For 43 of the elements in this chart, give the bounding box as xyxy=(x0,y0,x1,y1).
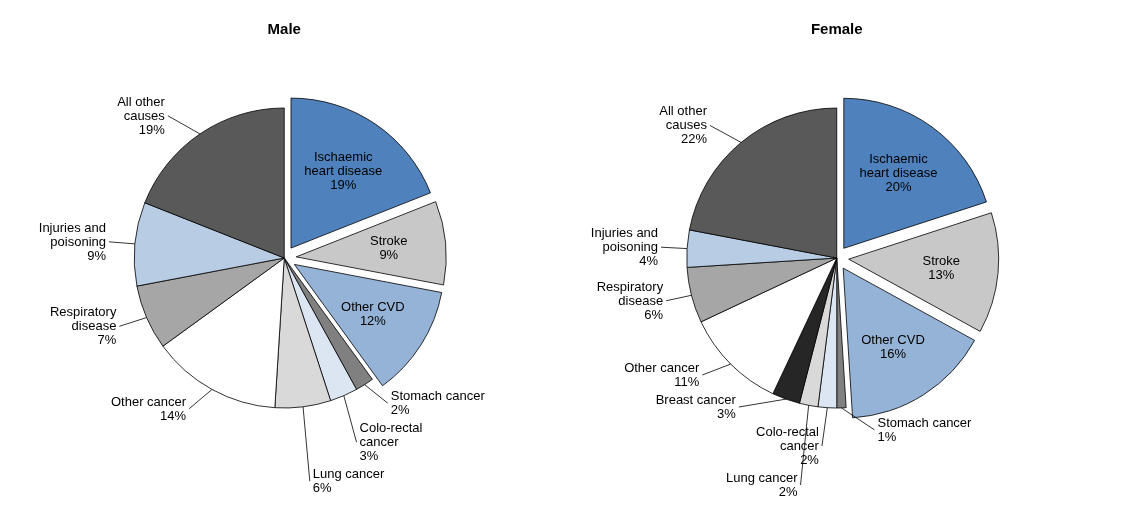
slice-label: Stroke xyxy=(922,252,961,268)
slice-label: Stomach cancer xyxy=(390,388,486,404)
slice-label: All other causes xyxy=(659,103,708,133)
slice-label: Breast cancer xyxy=(655,392,737,407)
data-label: 14% xyxy=(160,407,187,423)
slice-label: Lung cancer xyxy=(312,466,386,482)
data-label: 22% xyxy=(681,131,708,147)
slice-label: Respiratory disease xyxy=(49,304,117,334)
slice-label: Ischaemic heart disease xyxy=(859,151,938,181)
data-label: 12% xyxy=(359,313,387,329)
data-label: 6% xyxy=(312,480,333,496)
slice-label: Injuries and poisoning xyxy=(38,219,107,249)
slice-label: Ischaemic heart disease xyxy=(304,149,383,179)
chart-title: Female xyxy=(810,20,863,37)
slice-label: Colo-rectal cancer xyxy=(359,420,423,450)
data-label: 7% xyxy=(97,332,117,348)
data-label: 19% xyxy=(138,121,166,137)
slice-label: Injuries and poisoning xyxy=(590,225,659,255)
data-label: 4% xyxy=(639,253,659,269)
data-label: 6% xyxy=(644,306,664,322)
data-label: 2% xyxy=(778,484,798,499)
data-label: 19% xyxy=(330,177,357,193)
slice-label: Lung cancer xyxy=(725,470,799,485)
data-label: 2% xyxy=(390,402,411,418)
chart-title: Male xyxy=(267,20,301,37)
slice-label: Stomach cancer xyxy=(877,414,973,430)
data-label: 2% xyxy=(800,452,820,467)
slice-label: Other CVD xyxy=(341,299,405,315)
data-label: 16% xyxy=(880,345,907,361)
data-label: 20% xyxy=(885,179,912,195)
data-label: 9% xyxy=(379,247,399,263)
slice-label: All other causes xyxy=(117,93,166,123)
slice-label: Other cancer xyxy=(110,393,187,409)
slice-label: Other cancer xyxy=(624,360,700,375)
data-label: 1% xyxy=(877,428,897,444)
slice-label: Other CVD xyxy=(861,331,925,347)
data-label: 13% xyxy=(928,266,955,282)
data-label: 3% xyxy=(717,406,737,421)
data-label: 3% xyxy=(359,448,379,464)
slice-label: Stroke xyxy=(369,233,408,249)
slice-label: Respiratory disease xyxy=(596,278,664,308)
slice-label: Colo-rectal cancer xyxy=(756,424,820,453)
data-label: 11% xyxy=(674,374,700,389)
